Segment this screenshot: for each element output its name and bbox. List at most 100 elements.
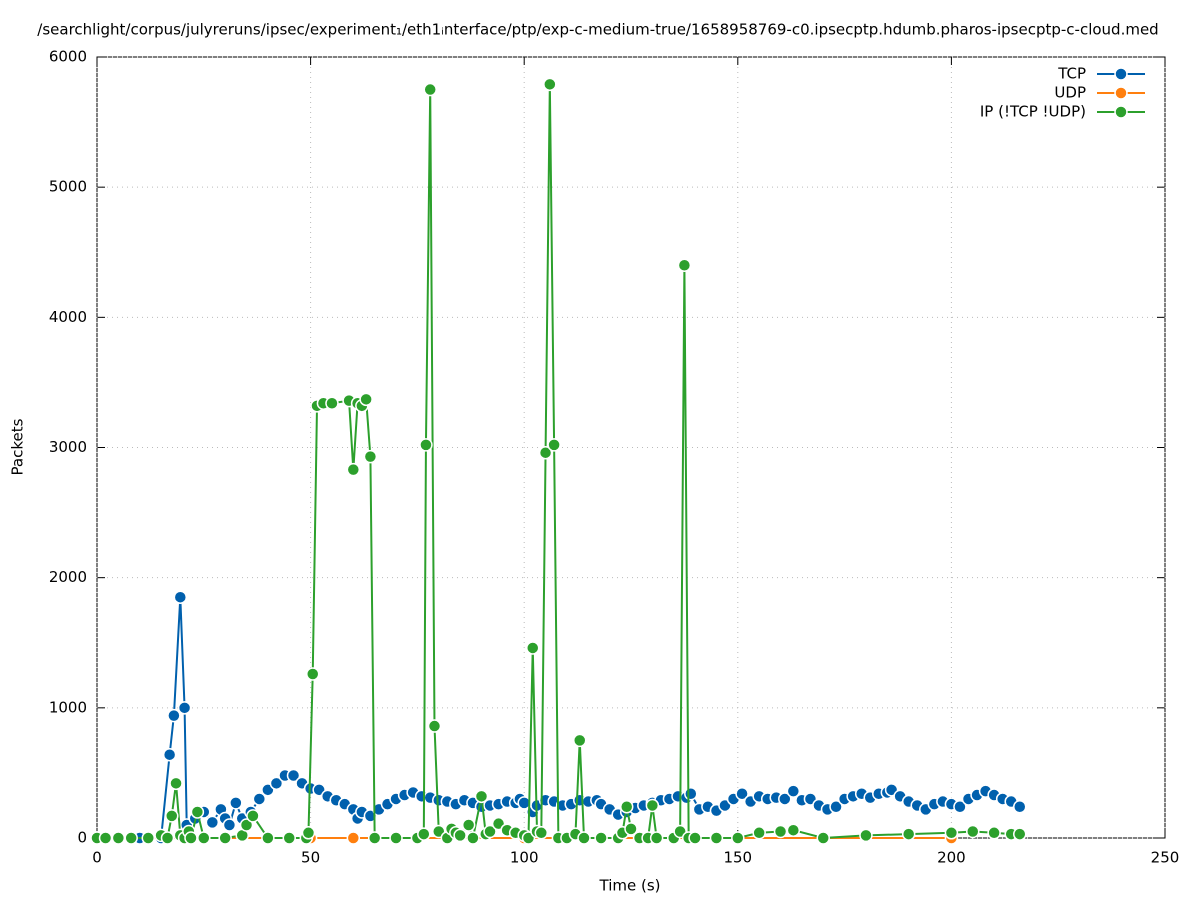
- legend-swatch: [1114, 67, 1128, 81]
- series-line: [97, 84, 1020, 842]
- data-point: [735, 786, 749, 801]
- data-point: [816, 831, 830, 845]
- data-point: [543, 77, 557, 92]
- data-point: [619, 800, 634, 814]
- data-point: [461, 818, 476, 832]
- data-point: [246, 809, 260, 823]
- data-point: [547, 438, 561, 452]
- data-point: [141, 831, 156, 845]
- legend-swatch: [1114, 105, 1128, 119]
- data-point: [577, 831, 591, 845]
- data-point: [346, 462, 361, 477]
- legend-swatch: [1114, 86, 1128, 100]
- data-point: [98, 831, 113, 845]
- data-point: [282, 831, 296, 845]
- y-tick-label: 6000: [49, 48, 87, 66]
- data-point: [773, 824, 788, 839]
- y-tick-label: 3000: [49, 438, 87, 456]
- data-point: [953, 800, 967, 814]
- data-point: [111, 831, 126, 845]
- data-point: [169, 776, 183, 791]
- data-point: [677, 258, 692, 273]
- data-point: [190, 805, 205, 819]
- data-point: [752, 826, 766, 840]
- data-point: [184, 831, 198, 845]
- data-point: [901, 827, 916, 841]
- data-point: [1013, 827, 1027, 841]
- data-point: [419, 438, 433, 452]
- data-point: [205, 815, 220, 830]
- data-point: [859, 828, 873, 843]
- data-point: [572, 733, 587, 748]
- data-point: [261, 831, 275, 845]
- data-point: [427, 719, 442, 733]
- data-point: [534, 826, 549, 840]
- data-point: [417, 827, 431, 841]
- x-axis-label: Time (s): [599, 877, 661, 895]
- data-point: [269, 776, 284, 791]
- data-point: [197, 831, 211, 845]
- data-point: [359, 392, 373, 407]
- x-tick-label: 250: [1151, 849, 1180, 867]
- legend-label: IP (!TCP !UDP): [980, 103, 1086, 121]
- y-tick-label: 4000: [49, 308, 87, 326]
- data-point: [778, 792, 792, 806]
- data-point: [624, 822, 638, 836]
- data-point: [286, 768, 301, 783]
- data-point: [786, 784, 801, 798]
- data-point: [325, 396, 339, 410]
- data-point: [165, 809, 179, 823]
- data-point: [966, 824, 980, 839]
- x-tick-label: 200: [937, 849, 966, 867]
- data-point: [688, 831, 702, 845]
- data-point: [649, 831, 664, 845]
- y-tick-label: 2000: [49, 568, 87, 586]
- data-point: [423, 82, 437, 97]
- x-tick-label: 100: [510, 849, 539, 867]
- data-point: [162, 747, 177, 762]
- data-point: [786, 823, 801, 837]
- data-point: [160, 831, 175, 845]
- y-axis-label: Packets: [9, 418, 27, 475]
- data-point: [124, 831, 138, 845]
- data-point: [239, 818, 254, 832]
- data-point: [346, 831, 361, 845]
- data-point: [466, 831, 480, 845]
- y-tick-label: 0: [77, 829, 87, 847]
- data-point: [1013, 800, 1027, 814]
- y-tick-label: 1000: [49, 698, 87, 716]
- x-tick-label: 50: [301, 849, 320, 867]
- data-point: [453, 828, 467, 843]
- data-point: [709, 831, 724, 845]
- data-point: [684, 786, 698, 801]
- data-point: [474, 789, 489, 804]
- legend-label: UDP: [1054, 84, 1086, 102]
- data-point: [218, 831, 232, 845]
- data-point: [483, 824, 497, 839]
- data-point: [987, 826, 1001, 840]
- legend-label: TCP: [1057, 65, 1086, 83]
- data-point: [538, 445, 553, 460]
- x-tick-label: 0: [92, 849, 102, 867]
- data-point: [731, 831, 745, 845]
- data-point: [222, 818, 237, 832]
- data-point: [301, 826, 316, 840]
- data-point: [367, 831, 382, 845]
- data-point: [525, 641, 540, 655]
- data-point: [305, 667, 320, 681]
- data-point: [645, 798, 660, 813]
- data-point: [389, 831, 403, 845]
- x-tick-label: 150: [723, 849, 752, 867]
- y-tick-label: 5000: [49, 178, 87, 196]
- data-point: [229, 796, 243, 810]
- data-point: [177, 701, 192, 715]
- data-point: [252, 792, 267, 806]
- data-point: [167, 708, 181, 723]
- data-point: [363, 449, 378, 464]
- data-point: [594, 831, 608, 845]
- data-point: [829, 800, 843, 814]
- data-point: [173, 590, 188, 604]
- chart-title: /searchlight/corpus/julyreruns/ipsec/exp…: [37, 21, 1158, 39]
- data-point: [944, 826, 959, 840]
